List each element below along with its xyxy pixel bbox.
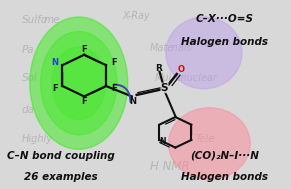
Text: Pa: Pa — [22, 45, 34, 55]
Text: Sol: Sol — [22, 73, 38, 83]
Text: X-Ray: X-Ray — [122, 11, 150, 21]
Ellipse shape — [40, 32, 117, 135]
Ellipse shape — [52, 47, 106, 119]
Text: O: O — [177, 65, 184, 74]
Text: da: da — [22, 105, 35, 115]
Text: N: N — [51, 58, 58, 67]
Text: F: F — [81, 45, 87, 54]
Text: Highly: Highly — [22, 134, 53, 144]
Text: Halogen bonds: Halogen bonds — [181, 172, 268, 182]
Text: F: F — [111, 58, 116, 67]
Text: Sulfo: Sulfo — [22, 15, 48, 25]
Ellipse shape — [168, 108, 250, 180]
Text: (CO)₂N–I···N: (CO)₂N–I···N — [190, 151, 259, 161]
Text: S: S — [161, 83, 168, 93]
Text: F: F — [52, 84, 58, 93]
Ellipse shape — [30, 17, 128, 149]
Text: me: me — [43, 15, 60, 25]
Text: R: R — [156, 64, 162, 73]
Text: F: F — [81, 97, 87, 106]
Text: 26 examples: 26 examples — [24, 172, 98, 182]
Text: Halogen bonds: Halogen bonds — [181, 37, 268, 46]
Text: Mate: Mate — [150, 43, 174, 53]
Ellipse shape — [166, 17, 242, 89]
Text: rials: rials — [171, 43, 192, 53]
FancyArrowPatch shape — [114, 84, 130, 102]
Text: Mul: Mul — [155, 73, 172, 83]
Text: C–X···O=S: C–X···O=S — [195, 14, 253, 24]
Text: H NMR: H NMR — [150, 160, 189, 173]
Text: F: F — [111, 84, 116, 93]
Text: N: N — [159, 137, 166, 146]
Text: N: N — [130, 97, 137, 106]
Text: C–N bond coupling: C–N bond coupling — [7, 151, 115, 161]
Text: Tele: Tele — [196, 134, 215, 144]
Text: tinuclear: tinuclear — [174, 73, 217, 83]
